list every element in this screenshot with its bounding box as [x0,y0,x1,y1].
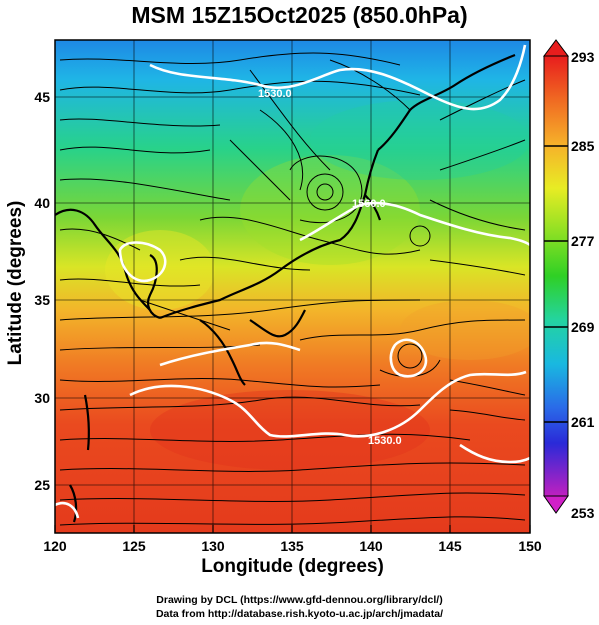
grid-lines [55,40,530,533]
colorbar-label: 293 [571,49,595,65]
temperature-variations [105,100,530,470]
y-axis-label: Latitude (degrees) [5,200,26,366]
y-tick-label: 45 [34,89,50,105]
colorbar-label: 269 [571,319,595,335]
contour-label: 1530.0 [258,88,292,100]
colorbar [543,39,569,514]
credit-drawing: Drawing by DCL (https://www.gfd-dennou.o… [156,594,443,606]
colorbar-label: 261 [571,414,595,430]
y-tick-label: 35 [34,292,50,308]
y-tick-label: 40 [34,195,50,211]
x-tick-label: 125 [122,538,146,554]
map-title: MSM 15Z15Oct2025 (850.0hPa) [131,2,468,28]
y-tick-label: 25 [34,477,50,493]
x-tick-label: 135 [280,538,304,554]
colorbar-label: 253 [571,505,595,521]
colorbar-label: 285 [571,138,595,154]
x-axis-label: Longitude (degrees) [201,556,384,577]
x-ticks [54,525,531,533]
contour-label: 1530.0 [368,435,402,447]
x-tick-label: 150 [518,538,542,554]
x-tick-label: 145 [438,538,462,554]
credit-data-source: Data from http://database.rish.kyoto-u.a… [155,608,444,620]
contour-label: 1560.0 [352,198,386,210]
x-tick-label: 140 [359,538,383,554]
height-contours [55,44,530,519]
x-tick-label: 130 [201,538,225,554]
x-tick-label: 120 [43,538,67,554]
colorbar-label: 277 [571,233,595,249]
y-tick-label: 30 [34,390,50,406]
